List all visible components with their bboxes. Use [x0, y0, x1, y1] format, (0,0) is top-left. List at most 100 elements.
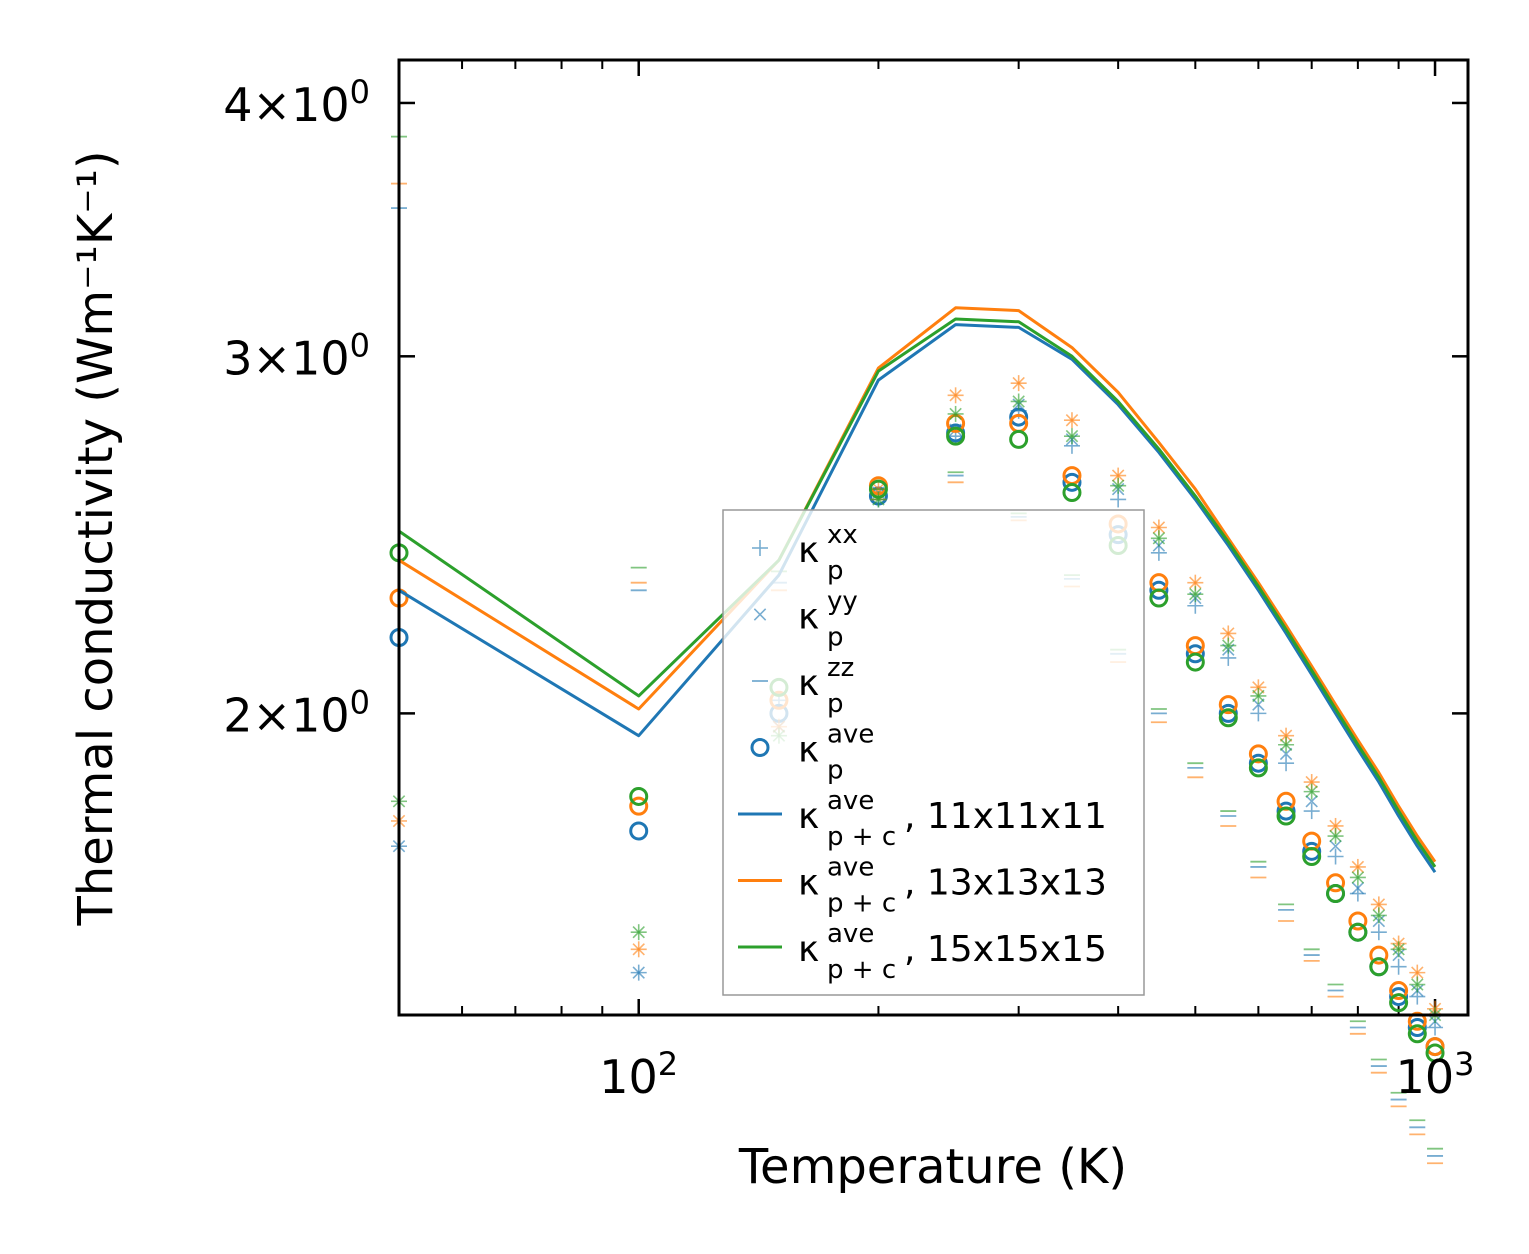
kave-point-ring [629, 796, 649, 816]
kave-point-ring [1062, 483, 1082, 503]
legend-entry: κ ave p + c , 11x11x11 [738, 786, 1107, 852]
legend-symbol: κ [798, 597, 819, 638]
x-tick-exponent: 2 [658, 1045, 678, 1083]
kave-point [629, 821, 649, 841]
kave-point [1185, 652, 1205, 672]
kave-point [1062, 472, 1082, 492]
legend-entry: κ ave p [750, 720, 874, 786]
legend-entry: κ yy p [753, 587, 858, 653]
kyy-point-shape [1351, 881, 1365, 895]
kave-point [1389, 987, 1409, 1007]
kave-point [1149, 588, 1169, 608]
kave-point-ring [1369, 945, 1389, 965]
kave-point [1348, 911, 1368, 931]
kyy-point-stroke [1152, 521, 1166, 534]
kyy-point [1329, 839, 1342, 853]
x-tick-base: 10 [1396, 1050, 1455, 1104]
kyy-point [632, 966, 645, 979]
kxx-point-shape [1390, 958, 1407, 975]
kave-point [1326, 873, 1346, 893]
kave-point-ring [1369, 957, 1389, 977]
series-line-15x15x15 [398, 317, 1437, 868]
legend-superscript: ave [827, 786, 874, 816]
kyy-point-shape [632, 966, 645, 979]
legend-marker-ring [750, 738, 770, 757]
kyy-point [949, 389, 962, 402]
kave-point-ring [1062, 472, 1082, 492]
kyy-point [949, 407, 962, 421]
kyy-point-shape [1279, 729, 1293, 742]
kyy-point-stroke [632, 966, 645, 979]
kyy-point-stroke [1065, 414, 1079, 427]
kyy-point-shape [1111, 479, 1125, 492]
kyy-point [1279, 729, 1293, 742]
y-tick-mantissa: 4 [223, 78, 252, 132]
kave-point [946, 426, 966, 446]
kyy-point-shape [1372, 898, 1386, 911]
kxx-point [1110, 491, 1127, 508]
legend-label: κ ave p + c , 11x11x11 [798, 786, 1107, 852]
legend-subscript: p [827, 756, 844, 786]
legend-label: κ yy p [798, 587, 858, 653]
legend-label: κ ave p + c , 13x13x13 [798, 853, 1107, 919]
kyy-point-stroke [1012, 376, 1025, 390]
legend-suffix: , 11x11x11 [904, 796, 1107, 837]
kyy-point-shape [1305, 785, 1318, 798]
kave-point [1218, 695, 1238, 715]
kyy-point-shape [632, 943, 645, 956]
y-tick-label: 3×100 [223, 326, 370, 385]
kyy-point [1351, 881, 1365, 895]
kyy-point-stroke [949, 407, 962, 421]
kave-point [1302, 847, 1322, 867]
legend-marker-stroke [753, 608, 767, 621]
kyy-point-shape [1351, 860, 1365, 874]
kyy-point [1372, 898, 1386, 911]
kyy-point [1305, 785, 1318, 798]
kyy-point-stroke [1111, 479, 1125, 492]
kyy-point-shape [1411, 978, 1424, 991]
x-axis-label: Temperature (K) [738, 1139, 1127, 1195]
legend-suffix: , 13x13x13 [904, 863, 1107, 904]
kyy-point-shape [1222, 627, 1235, 640]
kave-point [1425, 1043, 1445, 1063]
kyy-point-stroke [1411, 978, 1424, 991]
kave-point-ring [1185, 652, 1205, 672]
kave-point-ring [1407, 1011, 1427, 1031]
kave-point [1149, 580, 1169, 600]
legend-entry: κ ave p + c , 15x15x15 [738, 919, 1107, 985]
kave-point-ring [1407, 1017, 1427, 1037]
kave-point-ring [1248, 744, 1268, 764]
kave-point-ring [1302, 841, 1322, 861]
kyy-point-shape [1351, 871, 1365, 884]
legend-superscript: ave [827, 919, 874, 949]
kave-point [1389, 981, 1409, 1001]
kyy-point-shape [1222, 639, 1235, 652]
kave-point-ring [1407, 1024, 1427, 1044]
kyy-point [1012, 376, 1025, 390]
kyy-point-shape [1012, 376, 1025, 390]
kxx-point-shape [1303, 803, 1320, 820]
kave-point [1407, 1017, 1427, 1037]
legend-superscript: yy [827, 587, 858, 617]
kave-point [629, 786, 649, 806]
kyy-point-stroke [1411, 966, 1424, 979]
kyy-point-stroke [632, 943, 645, 956]
kyy-point [1279, 747, 1293, 761]
kxx-point-shape [1370, 924, 1387, 941]
kyy-point-stroke [1329, 819, 1342, 833]
kyy-point [1222, 639, 1235, 652]
kyy-point [1189, 587, 1202, 601]
kyy-point-stroke [1279, 729, 1293, 742]
kave-point-ring [1009, 429, 1029, 449]
legend-symbol: κ [798, 796, 819, 837]
legend-label: κ ave p + c , 15x15x15 [798, 919, 1107, 985]
major-ticks [399, 60, 1468, 1015]
legend-suffix: , 15x15x15 [904, 929, 1107, 970]
kyy-point-shape [1065, 429, 1079, 443]
kyy-point-stroke [1372, 898, 1386, 911]
x-tick-labels: 102 103 [599, 1045, 1474, 1104]
y-tick-times: × [253, 78, 292, 132]
kyy-point-stroke [1351, 860, 1365, 874]
legend-subscript: p [827, 556, 844, 586]
